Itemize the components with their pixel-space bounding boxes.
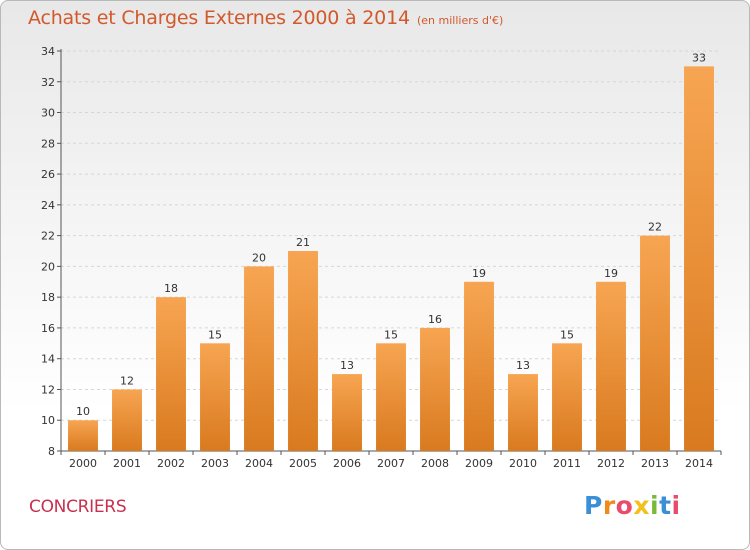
logo-letter: P <box>584 491 603 520</box>
x-tick-label: 2003 <box>201 457 229 470</box>
value-label: 21 <box>296 236 310 249</box>
logo-letter: t <box>659 491 672 520</box>
x-tick-label: 2007 <box>377 457 405 470</box>
y-tick-label: 28 <box>41 137 55 150</box>
bar-2013 <box>640 235 670 451</box>
commune-name: CONCRIERS <box>29 497 127 517</box>
x-tick-label: 2011 <box>553 457 581 470</box>
x-tick-label: 2004 <box>245 457 273 470</box>
y-tick-label: 10 <box>41 414 55 427</box>
bar-2014 <box>684 66 714 451</box>
value-label: 15 <box>208 328 222 341</box>
value-label: 16 <box>428 313 442 326</box>
y-tick-label: 32 <box>41 76 55 89</box>
x-tick-label: 2012 <box>597 457 625 470</box>
y-tick-label: 22 <box>41 230 55 243</box>
y-tick-label: 8 <box>48 445 55 458</box>
value-label: 18 <box>164 282 178 295</box>
y-tick-label: 16 <box>41 322 55 335</box>
x-tick-label: 2010 <box>509 457 537 470</box>
value-label: 19 <box>604 267 618 280</box>
logo-letter: r <box>602 491 616 520</box>
y-tick-label: 34 <box>41 45 55 58</box>
y-tick-label: 14 <box>41 353 55 366</box>
value-label: 20 <box>252 251 266 264</box>
y-tick-label: 30 <box>41 107 55 120</box>
value-label: 19 <box>472 267 486 280</box>
chart-title: Achats et Charges Externes 2000 à 2014 <box>28 7 410 29</box>
value-label: 15 <box>560 328 574 341</box>
proxiti-logo[interactable]: Proxiti <box>584 491 681 520</box>
value-labels: 10 12 18 15 20 21 13 15 16 19 13 15 19 22 33 <box>76 51 706 418</box>
bar-2001 <box>112 389 142 451</box>
x-tick-label: 2013 <box>641 457 669 470</box>
value-label: 13 <box>340 359 354 372</box>
y-tick-label: 20 <box>41 260 55 273</box>
x-tick-label: 2006 <box>333 457 361 470</box>
x-tick-label: 2009 <box>465 457 493 470</box>
bar-2006 <box>332 374 362 451</box>
bar-2003 <box>200 343 230 451</box>
logo-letter: o <box>615 491 634 520</box>
bar-2004 <box>244 266 274 451</box>
bar-2002 <box>156 297 186 451</box>
y-tick-label: 26 <box>41 168 55 181</box>
bar-2010 <box>508 374 538 451</box>
x-tick-label: 2001 <box>113 457 141 470</box>
value-label: 12 <box>120 374 134 387</box>
chart-subtitle: (en milliers d'€) <box>417 14 504 27</box>
bar-2012 <box>596 281 626 451</box>
value-label: 10 <box>76 405 90 418</box>
x-tick-label: 2000 <box>69 457 97 470</box>
x-tick-label: 2008 <box>421 457 449 470</box>
bars <box>68 66 714 451</box>
x-tick-label: 2005 <box>289 457 317 470</box>
y-tick-label: 12 <box>41 383 55 396</box>
value-label: 33 <box>692 51 706 64</box>
y-tick-label: 18 <box>41 291 55 304</box>
bar-2011 <box>552 343 582 451</box>
logo-letter: i <box>650 491 660 520</box>
value-label: 22 <box>648 221 662 234</box>
bar-2007 <box>376 343 406 451</box>
logo-letter: i <box>671 491 681 520</box>
bar-2008 <box>420 327 450 451</box>
x-tick-label: 2014 <box>685 457 713 470</box>
x-tick-label: 2002 <box>157 457 185 470</box>
value-label: 15 <box>384 328 398 341</box>
bar-2005 <box>288 251 318 451</box>
bar-2009 <box>464 281 494 451</box>
value-label: 13 <box>516 359 530 372</box>
bar-2000 <box>68 420 98 451</box>
logo-letter: x <box>633 491 650 520</box>
y-tick-label: 24 <box>41 199 55 212</box>
